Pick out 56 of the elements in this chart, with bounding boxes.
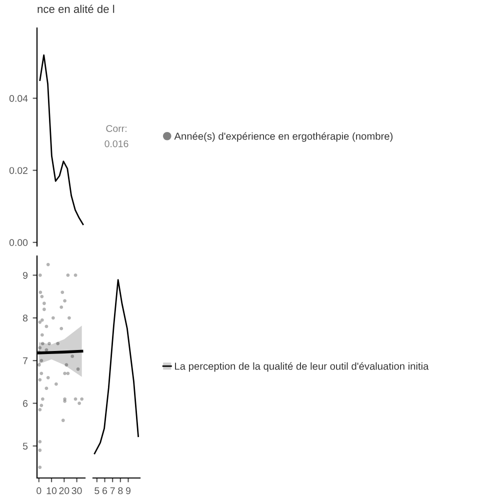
point — [61, 418, 65, 422]
x-tick-label: 5 — [94, 487, 100, 494]
y-tick-label: 0.00 — [9, 239, 28, 246]
point — [60, 290, 64, 294]
y-tick-label: 6 — [23, 400, 28, 407]
point — [40, 404, 44, 408]
point — [63, 372, 66, 376]
text: Corr: — [106, 125, 126, 132]
point — [51, 316, 55, 320]
point — [80, 397, 84, 401]
y-tick-label: 5 — [22, 442, 28, 450]
point — [40, 318, 44, 322]
point — [63, 299, 66, 303]
point — [38, 290, 42, 294]
y-tick-label: 0.02 — [9, 167, 28, 174]
x-tick-label: 10 — [46, 487, 57, 494]
point — [38, 320, 42, 324]
legend-label: La perception de la qualité de leur outil d'évaluation initia — [175, 362, 429, 372]
point — [40, 294, 44, 298]
point — [60, 306, 64, 309]
point — [38, 448, 42, 452]
point — [38, 408, 42, 412]
point — [40, 372, 44, 376]
point — [38, 274, 42, 277]
point — [66, 372, 70, 376]
point — [54, 382, 58, 386]
point — [44, 386, 48, 390]
point — [78, 402, 82, 405]
chart-title: nce en alité de l — [38, 4, 114, 13]
point — [68, 316, 71, 320]
point — [40, 333, 44, 337]
point — [38, 378, 42, 382]
point — [40, 397, 44, 401]
x-tick-label: 7 — [110, 487, 115, 494]
point — [74, 274, 78, 277]
point — [42, 308, 46, 312]
legend-label: Année(s) d'expérience en ergothérapie (nombre) — [174, 132, 393, 142]
point — [66, 274, 70, 277]
point — [46, 376, 50, 380]
x-tick-label: 20 — [59, 487, 70, 494]
y-tick-label: 7 — [23, 357, 28, 364]
y-tick-label: 8 — [22, 314, 28, 322]
x-tick-label: 9 — [126, 487, 130, 494]
point — [60, 326, 64, 330]
x-tick-label: 30 — [72, 487, 82, 494]
text: 0.016 — [104, 140, 128, 148]
point — [46, 262, 50, 266]
y-tick-label: 9 — [23, 272, 28, 279]
y-tick-label: 0.04 — [9, 95, 28, 102]
point — [38, 440, 42, 444]
point — [42, 302, 46, 306]
x-tick-label: 8 — [118, 487, 123, 494]
point — [37, 363, 41, 367]
point — [38, 466, 42, 470]
x-tick-label: 0 — [36, 487, 42, 494]
x-tick-label: 6 — [102, 487, 108, 494]
